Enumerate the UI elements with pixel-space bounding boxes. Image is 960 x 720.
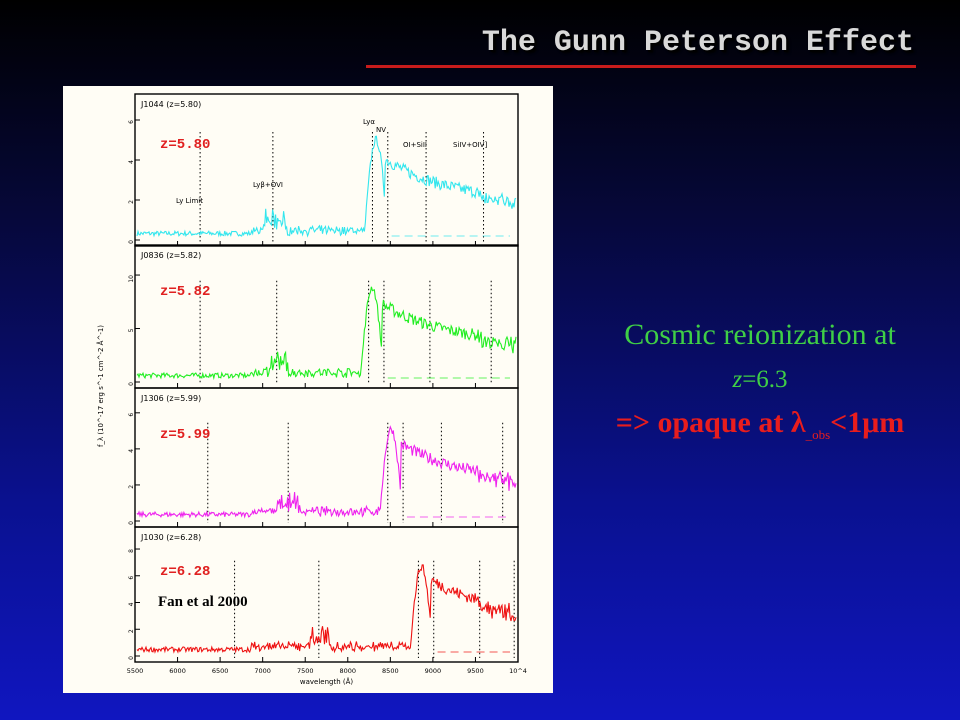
panel-frame: [134, 244, 519, 389]
title-underline: [366, 65, 916, 68]
panel-name: J1030 (z=6.28): [140, 533, 201, 542]
emission-line-label: OI+SiII: [403, 141, 427, 149]
panel-frame: [134, 526, 519, 663]
reionization-text: Cosmic reionization at: [624, 318, 896, 351]
x-tick-label: 7500: [297, 667, 314, 675]
x-tick-label: 6000: [169, 667, 186, 675]
redshift-label: z=5.99: [160, 427, 210, 443]
y-tick-label: 2: [128, 485, 135, 489]
y-tick-label: 0: [128, 656, 135, 660]
spectrum-line: [136, 135, 517, 238]
y-tick-label: 0: [128, 240, 135, 244]
x-axis-label: wavelength (Å): [300, 677, 354, 686]
y-tick-label: 4: [128, 449, 135, 453]
spectrum-line: [136, 286, 517, 381]
y-tick-label: 2: [128, 200, 135, 204]
redshift-text: z=6.3: [560, 366, 960, 394]
x-tick-label: 6500: [212, 667, 229, 675]
y-tick-label: 6: [128, 576, 135, 580]
y-tick-label: 2: [128, 629, 135, 633]
emission-line-label: Ly Limit: [176, 197, 203, 205]
emission-line-label: SiIV+OIV]: [453, 141, 487, 149]
panel-frame: [134, 93, 519, 247]
redshift-symbol: z: [732, 366, 743, 393]
x-tick-label: 8000: [340, 667, 357, 675]
y-tick-label: 6: [128, 120, 135, 124]
opaque-prefix: => opaque at: [615, 406, 791, 439]
emission-line-label: Lyβ+OVI: [253, 181, 283, 189]
y-tick-label: 8: [128, 549, 135, 553]
opaque-text: => opaque at λ_obs<1μm: [560, 406, 960, 443]
opaque-suffix: <1μm: [830, 406, 905, 439]
y-tick-label: 4: [128, 602, 135, 606]
panel-name: J1044 (z=5.80): [140, 100, 201, 109]
spectrum-line: [136, 425, 517, 519]
y-tick-label: 6: [128, 413, 135, 417]
y-tick-label: 0: [128, 382, 135, 386]
x-tick-label: 8500: [382, 667, 399, 675]
y-tick-label: 5: [128, 328, 135, 332]
redshift-label: z=5.80: [160, 137, 210, 153]
x-tick-label: 9500: [467, 667, 484, 675]
x-tick-label: 9000: [425, 667, 442, 675]
emission-line-label: NV: [376, 126, 386, 134]
panel-name: J1306 (z=5.99): [140, 394, 201, 403]
y-tick-label: 0: [128, 521, 135, 525]
slide-title: The Gunn Peterson Effect: [481, 26, 914, 60]
lambda-symbol: λ: [790, 406, 806, 439]
lambda-subscript: _obs: [805, 427, 831, 442]
redshift-label: z=5.82: [160, 284, 210, 300]
spectra-plot: 0 2 4 6 J1044 (z=5.80) z=5.80 0 5 10 J0836 (z=5.8…: [96, 93, 527, 686]
panel-name: J0836 (z=5.82): [140, 251, 201, 260]
y-axis-label: f_λ (10^-17 erg s^-1 cm^-2 Å^-1): [96, 325, 105, 447]
x-tick-label: 10^4: [509, 667, 527, 675]
x-tick-label: 7000: [254, 667, 271, 675]
redshift-value: =6.3: [742, 366, 788, 393]
emission-line-label: Lyα: [363, 118, 375, 126]
spectra-figure: 0 2 4 6 J1044 (z=5.80) z=5.80 0 5 10 J0836 (z=5.8…: [63, 86, 553, 693]
redshift-label: z=6.28: [160, 564, 210, 580]
y-tick-label: 10: [128, 275, 135, 283]
figure-credit: Fan et al 2000: [158, 594, 248, 610]
spectrum-line: [136, 564, 517, 654]
x-tick-label: 5500: [127, 667, 144, 675]
y-tick-label: 4: [128, 160, 135, 164]
